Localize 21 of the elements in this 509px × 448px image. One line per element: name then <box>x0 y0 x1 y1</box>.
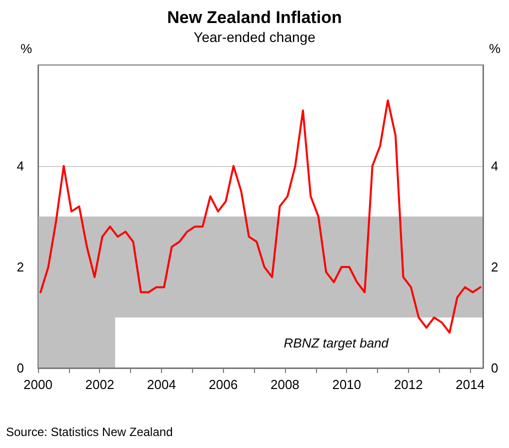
x-tick-label: 2014 <box>456 377 485 392</box>
y2-axis-title: % <box>489 41 501 56</box>
y-tick-label: 0 <box>16 360 24 376</box>
y2-tick-label: 4 <box>491 158 498 174</box>
band-label: RBNZ target band <box>284 335 390 350</box>
line-series <box>40 99 482 334</box>
y-tick-label: 2 <box>16 260 24 274</box>
x-tick-label: 2000 <box>24 377 52 392</box>
x-tick-label: 2006 <box>208 377 238 392</box>
chart-subtitle: Year-ended change <box>194 29 316 45</box>
y2-tick-label: 0 <box>491 360 498 376</box>
x-tick-label: 2004 <box>147 377 176 392</box>
x-tick-label: 2008 <box>270 377 300 392</box>
x-tick-label: 2002 <box>85 377 114 392</box>
y2-tick-label: 2 <box>491 260 498 274</box>
x-tick-label: 2012 <box>394 377 423 392</box>
chart-title: New Zealand Inflation <box>167 8 342 27</box>
y-axis-title: % <box>20 41 32 56</box>
source-note: Source: Statistics New Zealand <box>6 425 173 439</box>
y-tick-label: 4 <box>16 158 24 174</box>
x-tick-label: 2010 <box>332 377 362 392</box>
